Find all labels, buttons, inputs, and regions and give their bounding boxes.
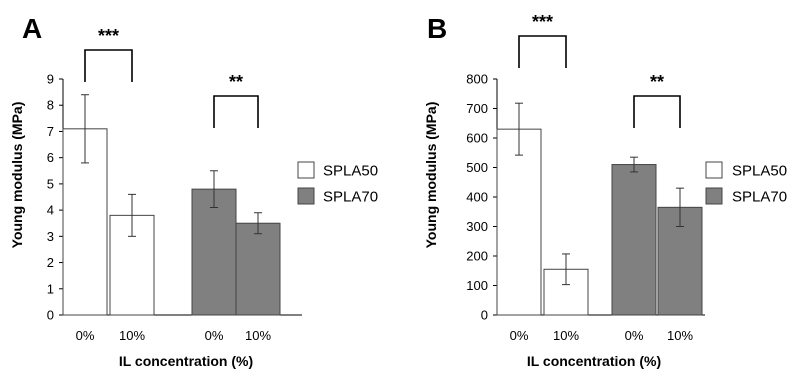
panel-letter: B (427, 13, 447, 44)
chart-panel-a: A 0 1 2 3 4 5 6 7 8 9 Young modulus (MPa) 0% 10% *** 0%… (9, 13, 378, 369)
y-tick-label: 4 (47, 203, 54, 218)
y-tick-label: 3 (47, 229, 54, 244)
legend-label: SPLA70 (323, 189, 378, 206)
y-axis-label: Young modulus (MPa) (423, 102, 439, 249)
y-tick-label: 200 (466, 249, 488, 264)
x-category-label: 0% (76, 328, 95, 343)
x-category-label: 0% (625, 328, 644, 343)
x-axis-label: IL concentration (%) (119, 353, 253, 369)
x-category-label: 0% (510, 328, 529, 343)
y-tick-label: 1 (47, 281, 54, 296)
bar-spla70-0 (191, 188, 237, 316)
legend-swatch-spla70 (297, 187, 315, 205)
significance-bracket (518, 35, 567, 68)
x-category-label: 0% (205, 328, 224, 343)
y-tick-label: 8 (47, 98, 54, 113)
x-axis-label: IL concentration (%) (527, 353, 661, 369)
y-tick-label: 400 (466, 190, 488, 205)
x-category-label: 10% (667, 328, 693, 343)
y-tick-label: 0 (47, 308, 54, 323)
significance-bracket (633, 95, 681, 128)
x-category-label: 10% (245, 328, 271, 343)
legend-label: SPLA50 (323, 163, 378, 180)
significance-label: ** (650, 72, 664, 92)
panel-letter: A (22, 13, 42, 44)
legend-label: SPLA70 (732, 189, 787, 206)
y-tick-label: 9 (47, 72, 54, 87)
y-tick-label: 2 (47, 255, 54, 270)
y-tick-label: 700 (466, 101, 488, 116)
legend-label: SPLA50 (732, 163, 787, 180)
legend-swatch-spla70 (705, 187, 723, 205)
y-axis-label: Young modulus (MPa) (9, 102, 25, 249)
x-category-label: 10% (553, 328, 579, 343)
y-tick-label: 500 (466, 160, 488, 175)
y-tick-label: 5 (47, 176, 54, 191)
significance-label: *** (98, 26, 119, 46)
x-category-label: 10% (119, 328, 145, 343)
y-tick-label: 0 (481, 308, 488, 323)
y-tick-label: 300 (466, 219, 488, 234)
legend-swatch-spla50 (297, 161, 315, 179)
significance-label: ** (229, 72, 243, 92)
y-tick-label: 7 (47, 124, 54, 139)
legend-swatch-spla50 (705, 161, 723, 179)
y-tick-label: 6 (47, 150, 54, 165)
y-tick-label: 600 (466, 131, 488, 146)
significance-bracket (84, 49, 133, 82)
bar-spla50-0 (496, 128, 542, 316)
bar-spla70-0 (611, 164, 657, 316)
y-tick-label: 100 (466, 278, 488, 293)
y-tick-label: 800 (466, 72, 488, 87)
bar-spla70-1 (235, 222, 281, 316)
chart-panel-b: B 0 100 200 300 400 500 600 700 800 Young modulus … (423, 12, 787, 369)
significance-label: *** (532, 12, 553, 32)
significance-bracket (213, 95, 259, 128)
